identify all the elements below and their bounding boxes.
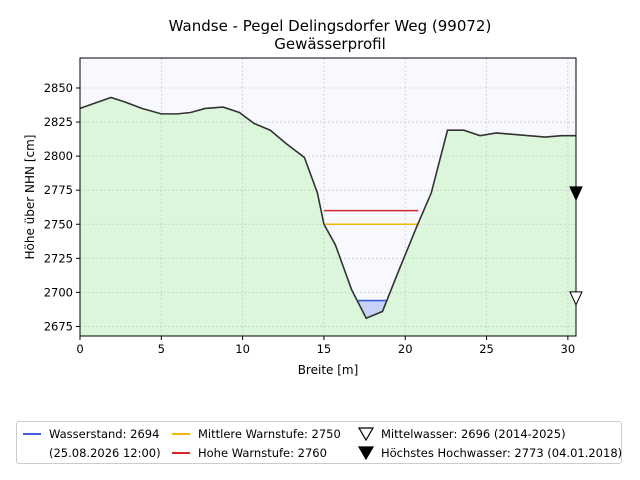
legend-item-hochwasser: Höchstes Hochwasser: 2773 (04.01.2018)	[357, 446, 622, 460]
x-tick-label: 0	[76, 342, 83, 356]
y-tick-label: 2675	[44, 319, 73, 333]
profile-line	[79, 96, 576, 320]
x-tick-label: 25	[479, 342, 494, 356]
chart-title: Wandse - Pegel Delingsdorfer Weg (99072)	[169, 17, 492, 35]
legend-item-warn-mid: Mittlere Warnstufe: 2750	[172, 427, 341, 441]
plot-area: 0 5 10 15 20 25 30 2675 2700 2725 2750 2775 2800 2825…	[44, 57, 583, 356]
hochwasser-marker	[569, 186, 583, 202]
y-tick-label: 2750	[44, 217, 73, 231]
legend-item-warn-high: Hohe Warnstufe: 2760	[172, 446, 327, 460]
x-tick-label: 30	[561, 342, 576, 356]
legend-item-mittelwasser: Mittelwasser: 2696 (2014-2025)	[357, 427, 566, 441]
x-tick-label: 20	[398, 342, 413, 356]
legend-water-label: Wasserstand: 2694	[49, 427, 160, 441]
y-tick-label: 2725	[44, 251, 73, 265]
x-tick-label: 5	[158, 342, 165, 356]
y-tick-label: 2850	[44, 81, 73, 95]
x-tick-label: 15	[317, 342, 332, 356]
ground-area	[80, 97, 576, 336]
x-tick-label: 10	[235, 342, 250, 356]
legend-warn-high-swatch	[172, 452, 190, 454]
legend-water-swatch	[23, 433, 41, 435]
y-tick-label: 2700	[44, 285, 73, 299]
legend-item-water: Wasserstand: 2694	[23, 427, 159, 441]
legend-hochwasser-label: Höchstes Hochwasser: 2773 (04.01.2018)	[381, 446, 623, 460]
y-tick-label: 2825	[44, 115, 73, 129]
x-axis-label: Breite [m]	[298, 363, 359, 377]
mittelwasser-marker	[569, 291, 583, 307]
filled-triangle-icon	[357, 446, 375, 460]
legend: Wasserstand: 2694 (25.08.2026 12:00) Mit…	[16, 421, 622, 464]
y-axis-label: Höhe über NHN [cm]	[23, 135, 37, 260]
y-tick-label: 2800	[44, 149, 73, 163]
legend-mittelwasser-label: Mittelwasser: 2696 (2014-2025)	[381, 427, 566, 441]
legend-warn-mid-label: Mittlere Warnstufe: 2750	[198, 427, 341, 441]
chart-svg: Wandse - Pegel Delingsdorfer Weg (99072)…	[23, 17, 583, 377]
chart-subtitle: Gewässerprofil	[274, 35, 386, 53]
y-tick-label: 2775	[44, 183, 73, 197]
legend-warn-high-label: Hohe Warnstufe: 2760	[198, 446, 327, 460]
legend-warn-mid-swatch	[172, 433, 190, 435]
hollow-triangle-icon	[357, 427, 375, 441]
legend-water-sublabel: (25.08.2026 12:00)	[49, 446, 161, 460]
